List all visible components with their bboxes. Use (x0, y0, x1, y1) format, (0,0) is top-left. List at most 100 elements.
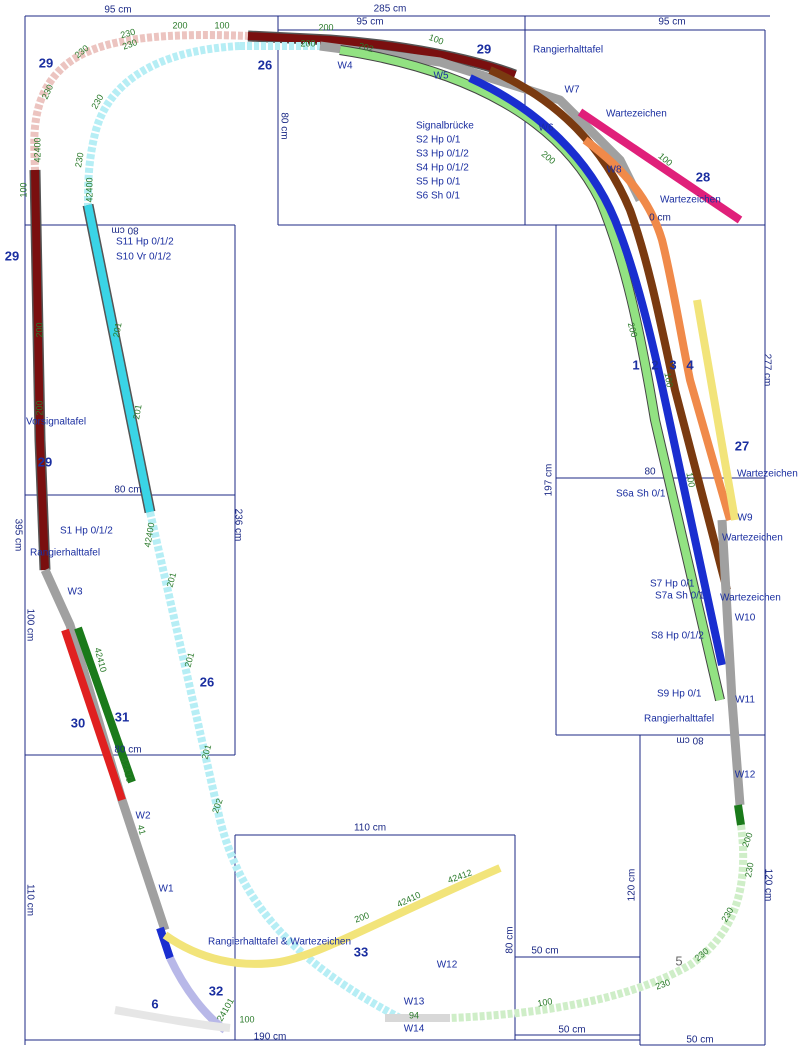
dimension-label: 120 cm (627, 869, 638, 902)
piece-label: 42400 (142, 522, 156, 548)
piece-label: 201 (111, 322, 123, 339)
track-1 (339, 46, 724, 701)
switch-label: W1 (159, 884, 174, 895)
track-number: 26 (258, 57, 272, 72)
piece-label: 230 (73, 152, 85, 169)
dimension-label: 80 cm (114, 485, 141, 496)
piece-label: 201 (200, 743, 214, 760)
track-number: 33 (354, 944, 368, 959)
switch-label: W7 (565, 85, 580, 96)
board-outline (24, 15, 770, 1046)
track-number: 29 (477, 41, 491, 56)
piece-label: 100 (537, 996, 554, 1008)
track-number: 4 (686, 357, 694, 372)
signal-label: S11 Hp 0/1/2 (116, 237, 174, 248)
track-29-left (31, 169, 49, 571)
dimension-label: 277 cm (761, 354, 772, 387)
signal-label: Rangierhalttafel & Wartezeichen (208, 937, 351, 948)
piece-label: 100 (239, 1014, 254, 1024)
switch-label: W10 (735, 613, 756, 624)
piece-label: 200 (172, 20, 187, 30)
piece-label: 200 (539, 149, 557, 166)
signal-label: Signalbrücke (416, 121, 474, 132)
dimension-label: 80 (644, 467, 656, 478)
piece-label: 24101 (215, 996, 236, 1023)
switch-label: W2 (136, 811, 151, 822)
switch-label: W3 (68, 587, 83, 598)
track-number: 6 (151, 996, 158, 1011)
signal-label: S8 Hp 0/1/2 (651, 631, 704, 642)
piece-label: 41 (135, 824, 147, 836)
track-number: 28 (696, 169, 710, 184)
dimension-label: 80 cm (676, 734, 703, 745)
signal-label: S6 Sh 0/1 (416, 191, 460, 202)
track-31 (74, 626, 136, 784)
piece-label: 42410 (119, 756, 135, 783)
tracks (29, 30, 748, 1034)
piece-label: 230 (654, 977, 672, 992)
piece-label: 100 (662, 372, 674, 389)
signal-label: S7a Sh 0/1 (655, 591, 705, 602)
signal-label: Wartezeichen (737, 469, 798, 480)
dimension-label: 80 cm (278, 112, 289, 139)
signal-label: Vorsignaltafel (26, 417, 86, 428)
track-number: 30 (71, 715, 85, 730)
switch-label: W14 (404, 1024, 425, 1035)
track-27 (693, 299, 739, 521)
dimension-label: 0 cm (649, 213, 671, 224)
track-number: 27 (735, 438, 749, 453)
piece-label: 201 (131, 404, 143, 421)
dimension-label: 285 cm (374, 4, 407, 15)
switch-label: W11 (735, 695, 755, 706)
piece-label: 202 (358, 41, 375, 55)
signal-label: Wartezeichen (722, 533, 783, 544)
track-number: 2 (651, 357, 658, 372)
piece-label: 42400 (32, 137, 42, 162)
piece-label: 200 (300, 38, 315, 48)
piece-label: 100 (214, 20, 229, 30)
track-number: 29 (39, 55, 53, 70)
track-32-blue (156, 926, 174, 960)
piece-label: 202 (210, 797, 225, 815)
signal-label: Wartezeichen (720, 593, 781, 604)
piece-label: 200 (34, 400, 44, 415)
dimension-label: 236 cm (232, 509, 243, 542)
piece-label: 230 (119, 27, 136, 41)
dimension-label: 95 cm (104, 5, 131, 16)
signal-label: Wartezeichen (606, 109, 667, 120)
dimension-label: 110 cm (24, 884, 35, 916)
switch-label: W12 (437, 960, 458, 971)
track-26-arc (84, 42, 241, 206)
dimension-label: 100 cm (24, 609, 35, 642)
switch-label: W13 (404, 997, 425, 1008)
piece-label: 200 (353, 910, 371, 925)
dimension-label: 50 cm (686, 1035, 713, 1046)
dimension-label: 80 cm (505, 926, 516, 953)
track-33 (162, 864, 502, 968)
signal-label: Rangierhalttafel (533, 45, 603, 56)
switch-label: W6 (539, 123, 554, 134)
track-number: 29 (5, 248, 19, 263)
track-5 (449, 824, 748, 1022)
track-gray-right (717, 519, 745, 806)
switch-label: W5 (434, 71, 449, 82)
dimension-label: 95 cm (356, 17, 383, 28)
signal-label: S10 Vr 0/1/2 (116, 252, 172, 263)
signal-label: S7 Hp 0/1 (650, 579, 695, 590)
track-26-lower (146, 511, 402, 1022)
piece-label: 230 (743, 862, 755, 879)
signal-label: Wartezeichen (660, 195, 721, 206)
switch-label: W12 (735, 770, 756, 781)
baseboards (24, 15, 770, 1046)
dimension-label: 190 cm (254, 1032, 287, 1043)
piece-label: 94 (409, 1010, 419, 1020)
track-6 (114, 1006, 231, 1032)
track-number: 5 (675, 953, 682, 968)
signal-label: S2 Hp 0/1 (416, 135, 461, 146)
dimension-label: 197 cm (544, 464, 555, 497)
dimension-label: 80 cm (114, 745, 141, 756)
switch-label: W4 (338, 61, 353, 72)
dimension-label: 80 cm (111, 224, 138, 235)
track-29-arc (30, 31, 251, 171)
signal-label: S3 Hp 0/1/2 (416, 149, 469, 160)
